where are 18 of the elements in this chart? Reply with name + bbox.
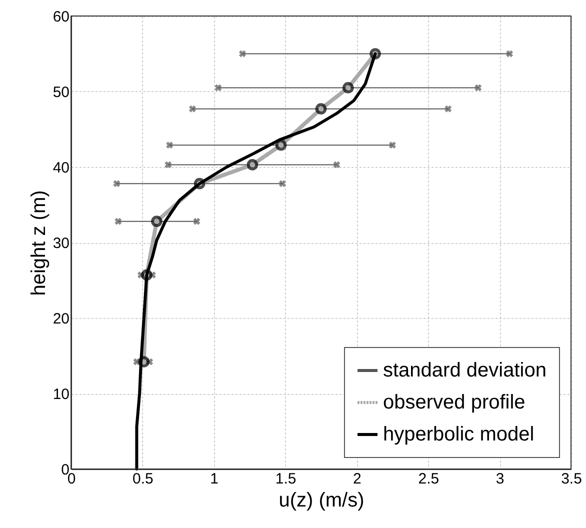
x-axis-title: u(z) (m/s) bbox=[278, 490, 364, 512]
x-tick-label: 1 bbox=[210, 470, 219, 488]
x-tick-label: 0.5 bbox=[132, 470, 154, 488]
y-tick-label: 10 bbox=[52, 386, 70, 403]
x-tick-label: 3.5 bbox=[561, 470, 582, 488]
x-tick-label: 3 bbox=[496, 470, 504, 488]
y-tick-label: 30 bbox=[52, 235, 70, 252]
y-axis-title: height z (m) bbox=[28, 190, 50, 296]
y-tick-label: 20 bbox=[52, 310, 70, 328]
x-tick-label: 1.5 bbox=[275, 470, 296, 488]
y-tick-label: 60 bbox=[52, 8, 70, 26]
x-tick-label: 2.5 bbox=[418, 470, 440, 488]
legend-label: hyperbolic model bbox=[383, 424, 534, 446]
x-tick-label: 2 bbox=[353, 470, 362, 488]
y-tick-label: 50 bbox=[52, 84, 70, 101]
y-tick-label: 40 bbox=[52, 160, 70, 176]
legend-label: standard deviation bbox=[383, 360, 546, 382]
legend-label: observed profile bbox=[383, 392, 526, 414]
